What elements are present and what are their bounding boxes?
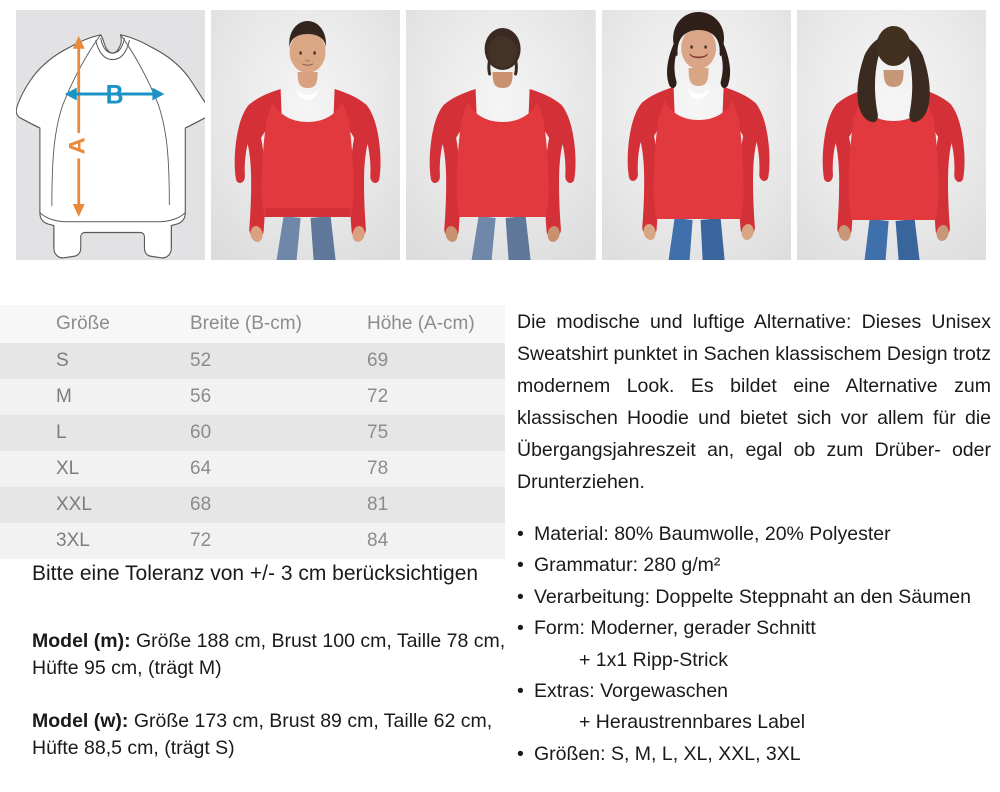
svg-text:A: A bbox=[65, 137, 90, 154]
svg-text:B: B bbox=[106, 81, 124, 110]
